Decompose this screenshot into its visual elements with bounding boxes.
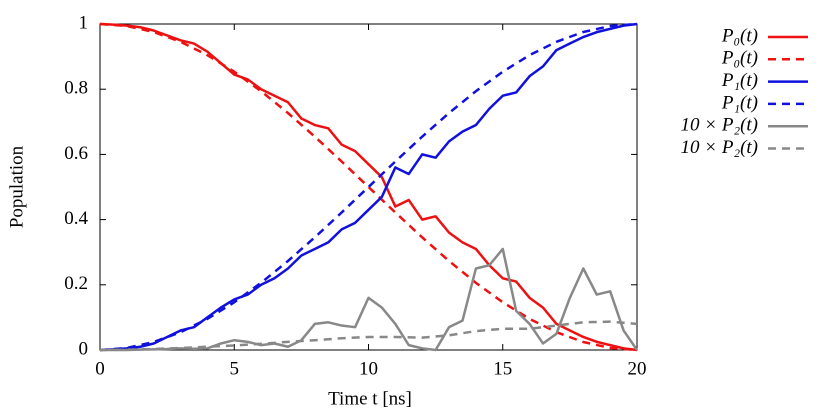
y-tick-label: 0.4 — [64, 208, 88, 229]
legend-label: P₁(t) — [721, 92, 758, 113]
legend-label: P₀(t) — [721, 48, 758, 69]
series-line — [99, 22, 638, 352]
legend-label: 10 × P₂(t) — [681, 115, 758, 136]
legend-label: 10 × P₂(t) — [681, 137, 758, 158]
y-axis-label: Population — [6, 145, 27, 228]
plot-frame — [99, 23, 638, 351]
x-tick-label: 5 — [230, 358, 240, 379]
y-tick-label: 0.6 — [64, 143, 88, 164]
legend-label: P₁(t) — [721, 70, 758, 91]
x-tick-label: 15 — [493, 358, 512, 379]
y-tick-label: 0.8 — [64, 78, 88, 99]
legend-label: P₀(t) — [721, 25, 758, 46]
x-tick-label: 10 — [359, 358, 378, 379]
y-tick-label: 1 — [79, 12, 89, 33]
x-tick-label: 20 — [628, 358, 647, 379]
x-axis-label: Time t [ns] — [328, 388, 412, 409]
series-line — [99, 22, 638, 352]
y-tick-label: 0.2 — [64, 273, 88, 294]
series-line — [99, 320, 638, 352]
x-tick-label: 0 — [95, 358, 105, 379]
y-tick-label: 0 — [79, 338, 89, 359]
series-line — [99, 22, 638, 352]
series-line — [100, 247, 639, 352]
series-line — [99, 22, 638, 352]
